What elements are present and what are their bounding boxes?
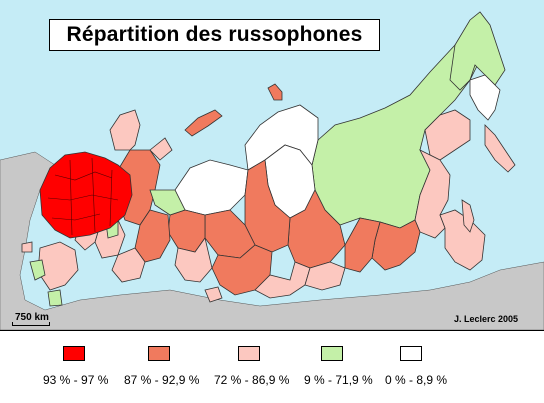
region-novosibirsk bbox=[174, 237, 213, 283]
legend-swatch-5 bbox=[400, 346, 422, 361]
russia-map bbox=[0, 0, 544, 330]
region-west-green-c bbox=[29, 259, 46, 281]
region-sakha-islands bbox=[204, 286, 223, 303]
region-severnaya-island bbox=[267, 83, 283, 101]
region-kamchatka bbox=[484, 124, 516, 173]
region-primorye bbox=[439, 209, 486, 271]
region-kamchatka-white bbox=[469, 74, 501, 121]
map-title: Répartition des russophones bbox=[66, 23, 363, 46]
legend-swatch-4 bbox=[321, 346, 343, 361]
legend-label-4: 9 % - 71,9 % bbox=[304, 373, 373, 387]
region-west-green-a bbox=[149, 189, 186, 216]
legend-swatch-1 bbox=[63, 346, 85, 361]
legend-swatch-3 bbox=[238, 346, 260, 361]
legend-label-5: 0 % - 8,9 % bbox=[385, 373, 448, 387]
region-novaya-zemlya bbox=[149, 137, 173, 161]
legend-label-3: 72 % - 86,9 % bbox=[214, 373, 290, 387]
legend-label-1: 93 % - 97 % bbox=[43, 373, 109, 387]
region-orenburg bbox=[111, 247, 146, 283]
region-european-russia bbox=[39, 151, 133, 239]
legend-swatch-2 bbox=[148, 346, 170, 361]
scale-bar bbox=[12, 322, 50, 326]
title-box: Répartition des russophones bbox=[49, 19, 380, 51]
region-taimyr-island bbox=[184, 109, 223, 137]
scale-label: 750 km bbox=[15, 312, 49, 323]
foreign-land-west bbox=[0, 151, 544, 330]
red-oblast-borders bbox=[47, 157, 119, 236]
region-sakhalin bbox=[461, 199, 475, 233]
legend: 93 % - 97 % 87 % - 92,9 % 72 % - 86,9 % … bbox=[0, 330, 544, 403]
map-credit: J. Leclerc 2005 bbox=[454, 314, 519, 324]
region-buryatia bbox=[304, 261, 346, 291]
region-kaliningrad bbox=[21, 241, 33, 253]
region-komi bbox=[109, 109, 141, 151]
region-west-green-d bbox=[47, 289, 63, 307]
region-chita bbox=[344, 217, 381, 273]
legend-label-2: 87 % - 92,9 % bbox=[124, 373, 200, 387]
